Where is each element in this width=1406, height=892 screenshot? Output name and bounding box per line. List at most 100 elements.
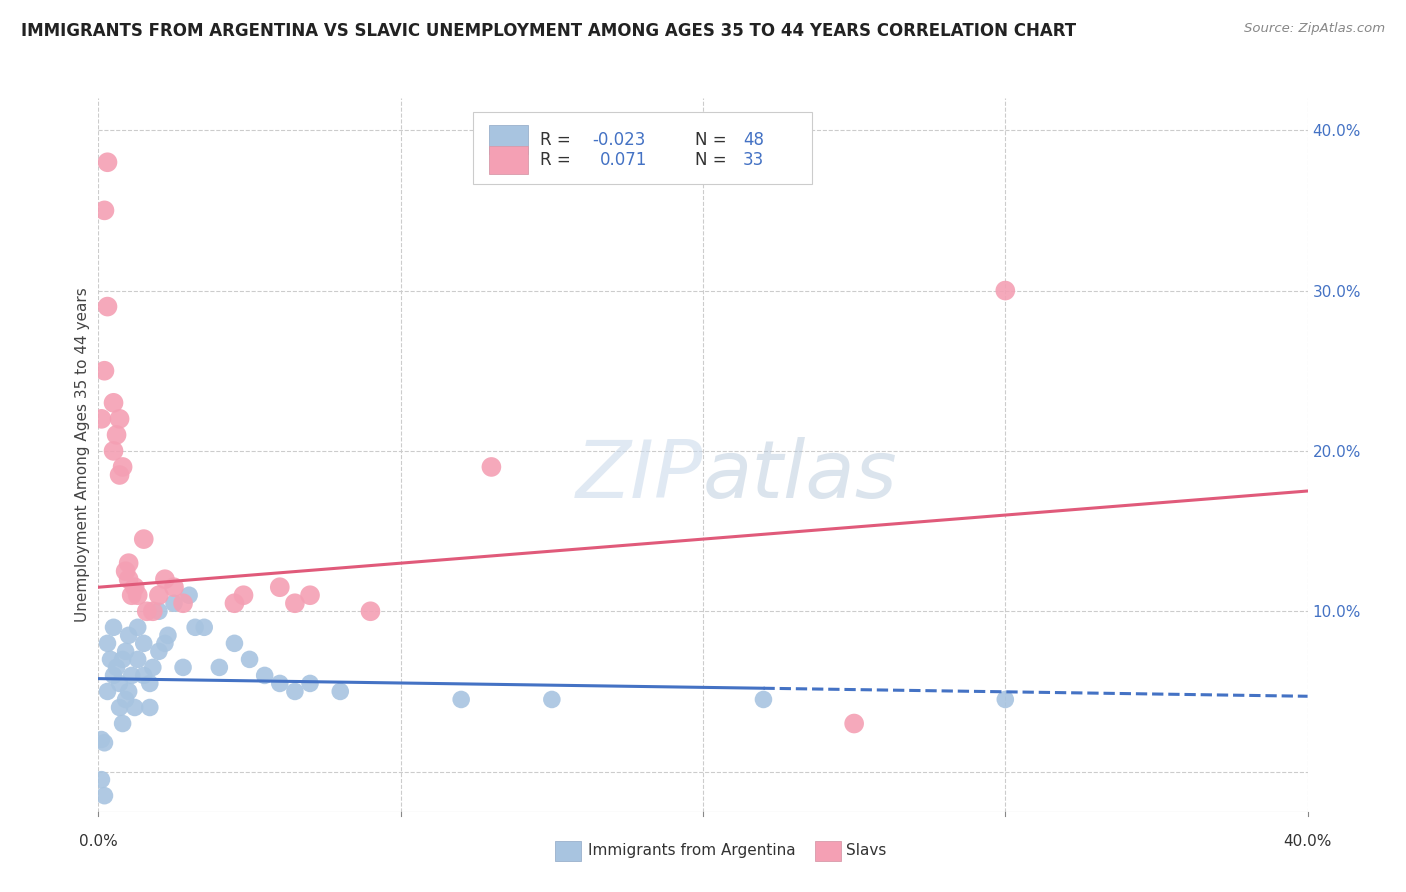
Point <box>208 660 231 674</box>
Point <box>118 628 141 642</box>
FancyBboxPatch shape <box>489 125 527 153</box>
Point <box>299 676 322 690</box>
Point <box>111 652 134 666</box>
Point <box>124 700 146 714</box>
Point <box>179 588 201 602</box>
Point <box>103 620 125 634</box>
Text: R =: R = <box>540 130 576 148</box>
Point <box>100 652 122 666</box>
Point <box>360 604 382 618</box>
Point <box>93 789 115 803</box>
Point <box>114 644 136 658</box>
Point <box>93 203 115 218</box>
Y-axis label: Unemployment Among Ages 35 to 44 years: Unemployment Among Ages 35 to 44 years <box>75 287 90 623</box>
Point <box>239 652 262 666</box>
Text: N =: N = <box>695 152 731 169</box>
Point <box>90 412 112 426</box>
Point <box>139 700 162 714</box>
Text: 33: 33 <box>742 152 763 169</box>
Point <box>105 660 128 674</box>
Point <box>148 644 170 658</box>
Text: Slavs: Slavs <box>846 844 887 858</box>
Point <box>118 556 141 570</box>
Point <box>108 700 131 714</box>
Point <box>90 732 112 747</box>
Point <box>96 684 118 698</box>
Point <box>153 572 176 586</box>
Point <box>96 155 118 169</box>
Point <box>540 692 562 706</box>
Point <box>163 596 186 610</box>
Point <box>450 692 472 706</box>
Text: 0.0%: 0.0% <box>79 834 118 849</box>
Point <box>139 676 162 690</box>
Point <box>132 532 155 546</box>
Point <box>108 412 131 426</box>
Point <box>844 716 866 731</box>
Text: 40.0%: 40.0% <box>1284 834 1331 849</box>
Point <box>269 676 291 690</box>
Text: 48: 48 <box>742 130 763 148</box>
Text: R =: R = <box>540 152 576 169</box>
Point <box>127 588 149 602</box>
Point <box>108 467 131 482</box>
Point <box>142 604 165 618</box>
Text: -0.023: -0.023 <box>592 130 645 148</box>
Text: atlas: atlas <box>703 437 898 516</box>
Point <box>93 364 115 378</box>
Text: Source: ZipAtlas.com: Source: ZipAtlas.com <box>1244 22 1385 36</box>
Point <box>103 444 125 458</box>
Point <box>232 588 254 602</box>
FancyBboxPatch shape <box>489 146 527 175</box>
Point <box>299 588 322 602</box>
Point <box>284 596 307 610</box>
Point <box>172 660 194 674</box>
Point <box>108 676 131 690</box>
Point <box>193 620 215 634</box>
Point <box>90 772 112 787</box>
Point <box>253 668 276 682</box>
Point <box>132 668 155 682</box>
Point <box>114 564 136 578</box>
Point <box>224 636 246 650</box>
Point <box>135 604 157 618</box>
Point <box>103 668 125 682</box>
Point <box>121 668 143 682</box>
Point <box>153 636 176 650</box>
Point <box>96 300 118 314</box>
Point <box>127 652 149 666</box>
Point <box>142 660 165 674</box>
Point <box>132 636 155 650</box>
Point <box>111 716 134 731</box>
Point <box>163 580 186 594</box>
Point <box>124 580 146 594</box>
Point <box>103 396 125 410</box>
Point <box>111 459 134 474</box>
Text: Immigrants from Argentina: Immigrants from Argentina <box>588 844 796 858</box>
Point <box>994 284 1017 298</box>
Text: N =: N = <box>695 130 731 148</box>
Point <box>118 684 141 698</box>
Point <box>121 588 143 602</box>
Point <box>96 636 118 650</box>
Point <box>269 580 291 594</box>
Point <box>127 620 149 634</box>
Text: 0.071: 0.071 <box>600 152 648 169</box>
FancyBboxPatch shape <box>474 112 811 184</box>
Point <box>329 684 352 698</box>
Point <box>994 692 1017 706</box>
Point <box>105 428 128 442</box>
Point <box>752 692 775 706</box>
Point <box>184 620 207 634</box>
Point <box>156 628 179 642</box>
Text: IMMIGRANTS FROM ARGENTINA VS SLAVIC UNEMPLOYMENT AMONG AGES 35 TO 44 YEARS CORRE: IMMIGRANTS FROM ARGENTINA VS SLAVIC UNEM… <box>21 22 1076 40</box>
Point <box>118 572 141 586</box>
Point <box>148 588 170 602</box>
Point <box>114 692 136 706</box>
Point <box>172 596 194 610</box>
Point <box>93 736 115 750</box>
Point <box>224 596 246 610</box>
Point <box>284 684 307 698</box>
Point <box>481 459 503 474</box>
Point <box>148 604 170 618</box>
